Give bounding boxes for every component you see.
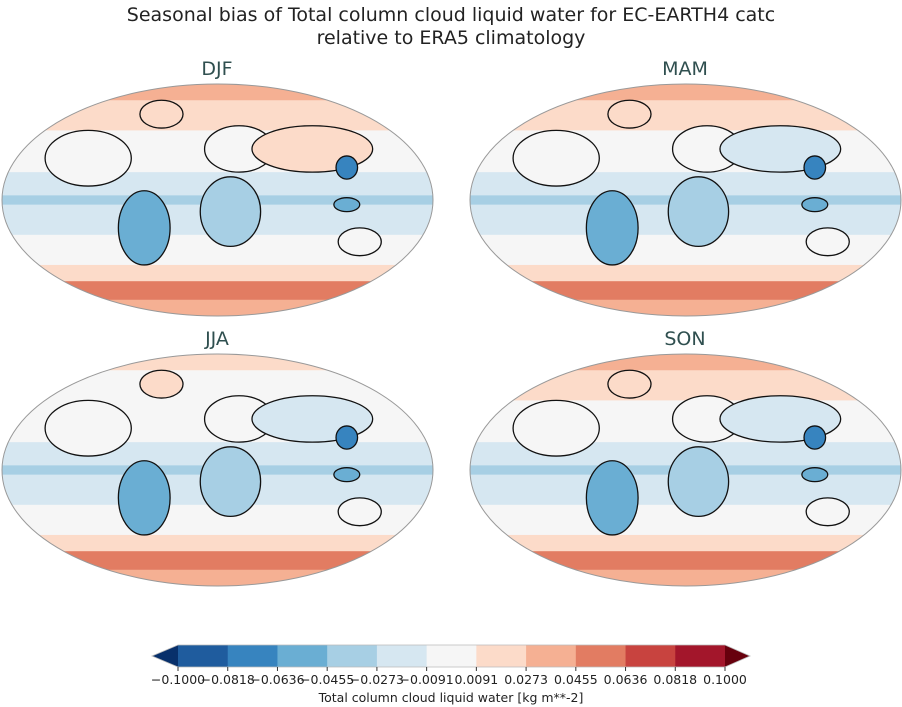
figure-title-line2: relative to ERA5 climatology (316, 27, 586, 49)
bias-band (470, 569, 901, 586)
colorbar-segment (575, 645, 627, 667)
continent-outline (607, 99, 652, 129)
colorbar-segment (526, 645, 577, 667)
colorbar-segment (476, 645, 527, 667)
bias-band (470, 84, 901, 102)
panel-title-mam: MAM (662, 58, 708, 80)
colorbar-tick-label: −0.0273 (349, 672, 405, 687)
bias-band (470, 264, 901, 283)
continent-outline (117, 190, 171, 266)
continent-outline (667, 176, 730, 248)
figure-title-line1: Seasonal bias of Total column cloud liqu… (126, 4, 776, 26)
colorbar-tick-label: 0.0818 (653, 672, 698, 687)
colorbar-segment (625, 645, 676, 667)
panel-title-son: SON (664, 328, 706, 350)
continent-outline (337, 227, 382, 257)
bias-band (2, 551, 433, 571)
map-panel-mam (470, 84, 901, 316)
continent-outline (337, 497, 382, 527)
continent-outline (585, 460, 639, 536)
bias-band (2, 281, 433, 301)
colorbar-segment (675, 645, 726, 667)
colorbar-tick-label: −0.0818 (200, 672, 255, 687)
colorbar-tick-label: 0.0091 (454, 672, 499, 687)
map-panel-djf (2, 84, 433, 316)
panel-title-djf: DJF (201, 58, 233, 80)
map-border (469, 83, 902, 317)
colorbar-tick-label: 0.0636 (603, 672, 648, 687)
panel-title-jja: JJA (205, 328, 229, 350)
colorbar-tick-label: −0.0455 (300, 672, 355, 687)
bias-band (2, 354, 433, 372)
bias-band (2, 569, 433, 586)
colorbar-tick-label: −0.1000 (150, 672, 206, 687)
colorbar-tick-label: 0.0273 (504, 672, 548, 687)
bias-band (2, 370, 433, 402)
colorbar-segment (227, 645, 278, 667)
colorbar-segment (426, 645, 477, 667)
colorbar-segment (178, 645, 229, 667)
continent-outline (805, 227, 850, 257)
continent-outline (667, 446, 730, 518)
map-border (1, 83, 434, 317)
colorbar-segment (327, 645, 378, 667)
bias-band (2, 264, 433, 283)
colorbar-tick-label: −0.0091 (399, 672, 454, 687)
bias-band (2, 100, 433, 132)
bias-band (470, 354, 901, 372)
colorbar-over-arrow (725, 645, 750, 667)
bias-band (2, 534, 433, 553)
continent-outline (333, 197, 361, 213)
continent-outline (199, 176, 262, 248)
continent-outline (801, 197, 829, 213)
map-panel-son (470, 354, 901, 586)
colorbar-tick-label: 0.0455 (553, 672, 598, 687)
map-border (469, 353, 902, 587)
colorbar-segment (277, 645, 328, 667)
colorbar-label: Total column cloud liquid water [kg m**-… (318, 690, 584, 705)
continent-outline (512, 129, 600, 187)
colorbar-segment (376, 645, 428, 667)
continent-outline (803, 425, 827, 450)
continent-outline (801, 467, 829, 483)
continent-outline (335, 155, 359, 180)
bias-band (2, 299, 433, 316)
bias-band (2, 84, 433, 102)
continent-outline (805, 497, 850, 527)
map-panel-jja (2, 354, 433, 586)
continent-outline (199, 446, 262, 518)
continent-outline (585, 190, 639, 266)
bias-band (470, 370, 901, 402)
colorbar-under-arrow (152, 645, 178, 667)
bias-band (470, 281, 901, 301)
continent-outline (44, 129, 132, 187)
bias-band (470, 299, 901, 316)
continent-outline (44, 399, 132, 457)
continent-outline (139, 99, 184, 129)
continent-outline (335, 425, 359, 450)
continent-outline (333, 467, 361, 483)
bias-band (470, 551, 901, 571)
map-border (1, 353, 434, 587)
colorbar-tick-label: −0.0636 (250, 672, 305, 687)
continent-outline (117, 460, 171, 536)
colorbar (150, 644, 751, 671)
bias-band (470, 100, 901, 132)
colorbar-tick-label: 0.1000 (703, 672, 747, 687)
continent-outline (803, 155, 827, 180)
continent-outline (607, 369, 652, 399)
continent-outline (512, 399, 600, 457)
bias-band (470, 534, 901, 553)
continent-outline (139, 369, 184, 399)
